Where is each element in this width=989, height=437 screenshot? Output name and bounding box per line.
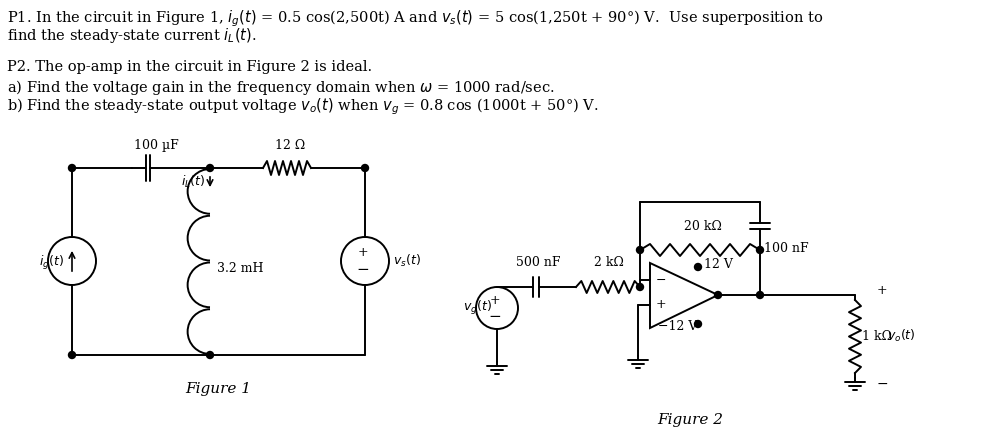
Circle shape — [68, 164, 75, 171]
Text: Figure 2: Figure 2 — [657, 413, 723, 427]
Text: 12 V: 12 V — [704, 259, 733, 271]
Circle shape — [68, 351, 75, 358]
Text: P2. The op-amp in the circuit in Figure 2 is ideal.: P2. The op-amp in the circuit in Figure … — [7, 60, 372, 74]
Text: 100 nF: 100 nF — [764, 242, 809, 255]
Text: 3.2 mH: 3.2 mH — [217, 263, 263, 275]
Circle shape — [757, 291, 764, 298]
Circle shape — [207, 164, 214, 171]
Circle shape — [714, 291, 722, 298]
Text: −: − — [656, 274, 667, 287]
Text: +: + — [358, 246, 368, 260]
Text: $v_g(t)$: $v_g(t)$ — [463, 299, 492, 317]
Text: +: + — [877, 284, 887, 298]
Text: −12 V: −12 V — [658, 320, 697, 333]
Text: +: + — [490, 294, 500, 306]
Circle shape — [757, 246, 764, 253]
Text: $v_s(t)$: $v_s(t)$ — [393, 253, 421, 269]
Text: −: − — [357, 263, 369, 277]
Text: $i_g(t)$: $i_g(t)$ — [39, 254, 64, 272]
Circle shape — [637, 284, 644, 291]
Text: −: − — [489, 310, 501, 324]
Text: 20 kΩ: 20 kΩ — [684, 220, 722, 233]
Text: −: − — [877, 377, 889, 391]
Text: find the steady-state current $i_L(t)$.: find the steady-state current $i_L(t)$. — [7, 26, 256, 45]
Text: 500 nF: 500 nF — [516, 256, 561, 269]
Text: $i_L(t)$: $i_L(t)$ — [181, 174, 205, 190]
Text: 2 kΩ: 2 kΩ — [594, 256, 624, 269]
Circle shape — [207, 351, 214, 358]
Text: 12 Ω: 12 Ω — [275, 139, 306, 152]
Text: b) Find the steady-state output voltage $v_o(t)$ when $v_g$ = 0.8 cos (1000t + 5: b) Find the steady-state output voltage … — [7, 96, 598, 117]
Text: +: + — [656, 298, 667, 312]
Text: P1. In the circuit in Figure 1, $i_g(t)$ = 0.5 cos(2,500t) A and $v_s(t)$ = 5 co: P1. In the circuit in Figure 1, $i_g(t)$… — [7, 8, 823, 28]
Text: $v_o(t)$: $v_o(t)$ — [887, 328, 916, 344]
Text: 1 kΩ: 1 kΩ — [862, 329, 892, 343]
Circle shape — [694, 264, 701, 271]
Text: a) Find the voltage gain in the frequency domain when $\omega$ = 1000 rad/sec.: a) Find the voltage gain in the frequenc… — [7, 78, 555, 97]
Circle shape — [637, 246, 644, 253]
Circle shape — [362, 164, 369, 171]
Text: 100 µF: 100 µF — [134, 139, 179, 152]
Circle shape — [694, 320, 701, 327]
Text: Figure 1: Figure 1 — [186, 382, 251, 396]
